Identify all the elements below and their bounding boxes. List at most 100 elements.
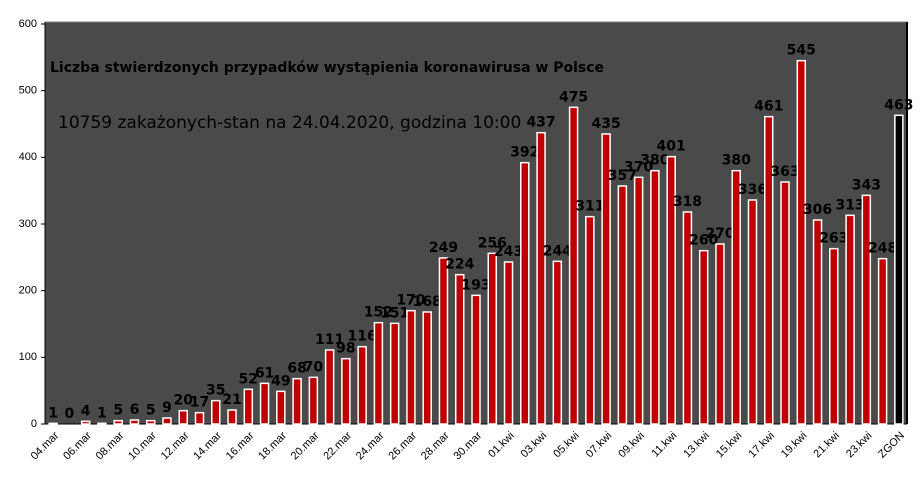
bar <box>97 422 107 425</box>
bar <box>666 155 676 425</box>
x-tick-label: 06.mar <box>61 429 94 462</box>
data-label: 1 <box>97 405 107 421</box>
data-label: 21 <box>222 392 241 408</box>
x-tick-label: 24.mar <box>354 429 387 462</box>
bar <box>812 219 823 425</box>
bar <box>292 377 302 425</box>
x-tick-label: 26.mar <box>386 429 419 462</box>
bar <box>48 422 58 425</box>
bar <box>80 420 91 425</box>
x-tick-label: 11.kwi <box>649 430 679 460</box>
data-label: 363 <box>770 164 799 180</box>
y-tick-label: 300 <box>19 218 37 230</box>
x-tick-label: 01.kwi <box>486 430 517 461</box>
chart-title: Liczba stwierdzonych przypadków wystąpie… <box>50 60 604 76</box>
bar <box>422 311 432 425</box>
x-tick-label: 28.mar <box>419 429 452 462</box>
bar <box>487 252 498 425</box>
x-tick-label: 04.mar <box>29 429 62 462</box>
data-label: 116 <box>348 329 377 345</box>
y-tick-label: 400 <box>19 151 37 163</box>
x-tick-label: 05.kwi <box>551 430 582 461</box>
data-label: 270 <box>705 226 734 242</box>
bar <box>211 399 221 425</box>
data-label: 151 <box>380 305 409 321</box>
x-tick-label: 13.kwi <box>681 430 712 461</box>
data-label: 244 <box>543 243 572 259</box>
bar <box>796 59 807 425</box>
bar <box>357 345 367 425</box>
bar <box>341 357 351 425</box>
bar <box>243 388 254 425</box>
x-tick-label: 20.mar <box>289 429 322 462</box>
data-label: 256 <box>478 235 507 251</box>
y-tick-label: 200 <box>19 285 37 297</box>
bar <box>520 161 530 425</box>
bar <box>389 322 400 425</box>
x-tick-label: 12.mar <box>159 429 192 462</box>
bar <box>877 257 888 425</box>
bar <box>178 409 188 425</box>
bar <box>373 321 384 425</box>
bar <box>227 409 237 425</box>
data-label: 68 <box>287 361 306 377</box>
data-label: 401 <box>657 139 686 155</box>
data-label: 437 <box>526 115 555 131</box>
data-label: 336 <box>738 182 767 198</box>
bar <box>568 106 579 425</box>
x-tick-label: 23.kwi <box>844 430 875 461</box>
data-label: 168 <box>413 294 442 310</box>
x-tick-label: 30.mar <box>451 429 484 462</box>
x-tick-label: 15.kwi <box>714 430 745 461</box>
y-tick-label: 600 <box>19 18 37 30</box>
bar <box>113 419 123 425</box>
y-tick-label: 500 <box>19 85 37 97</box>
data-label: 260 <box>689 233 718 249</box>
data-label: 35 <box>206 383 225 399</box>
data-label: 152 <box>364 305 393 321</box>
bar <box>894 114 904 425</box>
x-tick-label: 03.kwi <box>519 430 550 461</box>
bar <box>552 260 563 425</box>
x-tick-label: 14.mar <box>191 429 224 462</box>
data-label: 343 <box>852 177 881 193</box>
data-label: 263 <box>819 231 848 247</box>
data-label: 461 <box>754 99 783 115</box>
bar <box>438 257 449 425</box>
data-label: 318 <box>673 194 702 210</box>
bar <box>324 349 335 425</box>
x-tick-label: 18.mar <box>256 429 289 462</box>
data-label: 9 <box>162 400 172 416</box>
bar <box>731 169 741 425</box>
bar <box>585 215 595 425</box>
data-label: 545 <box>787 43 816 59</box>
bar <box>276 390 286 425</box>
x-tick-label: 19.kwi <box>779 430 810 461</box>
data-label: 392 <box>510 145 539 161</box>
data-label: 98 <box>336 341 355 357</box>
bar <box>308 376 319 425</box>
data-label: 380 <box>722 153 751 169</box>
data-label: 70 <box>304 359 324 375</box>
data-label: 49 <box>271 373 290 389</box>
data-label: 17 <box>190 395 209 411</box>
x-tick-label: 09.kwi <box>616 430 647 461</box>
x-tick-label: 10.mar <box>126 429 159 462</box>
data-label: 20 <box>174 393 194 409</box>
data-label: 435 <box>591 116 620 132</box>
data-label: 61 <box>255 365 274 381</box>
data-label: 357 <box>608 168 637 184</box>
data-label: 224 <box>445 257 474 273</box>
bar <box>617 185 628 425</box>
data-label: 249 <box>429 240 458 256</box>
data-label: 248 <box>868 241 897 257</box>
bar <box>764 115 774 425</box>
data-label: 380 <box>640 153 669 169</box>
bar <box>682 211 693 425</box>
data-label: 52 <box>239 371 258 387</box>
bar <box>129 419 140 425</box>
bar <box>698 249 709 425</box>
x-tick-label: 07.kwi <box>584 430 615 461</box>
